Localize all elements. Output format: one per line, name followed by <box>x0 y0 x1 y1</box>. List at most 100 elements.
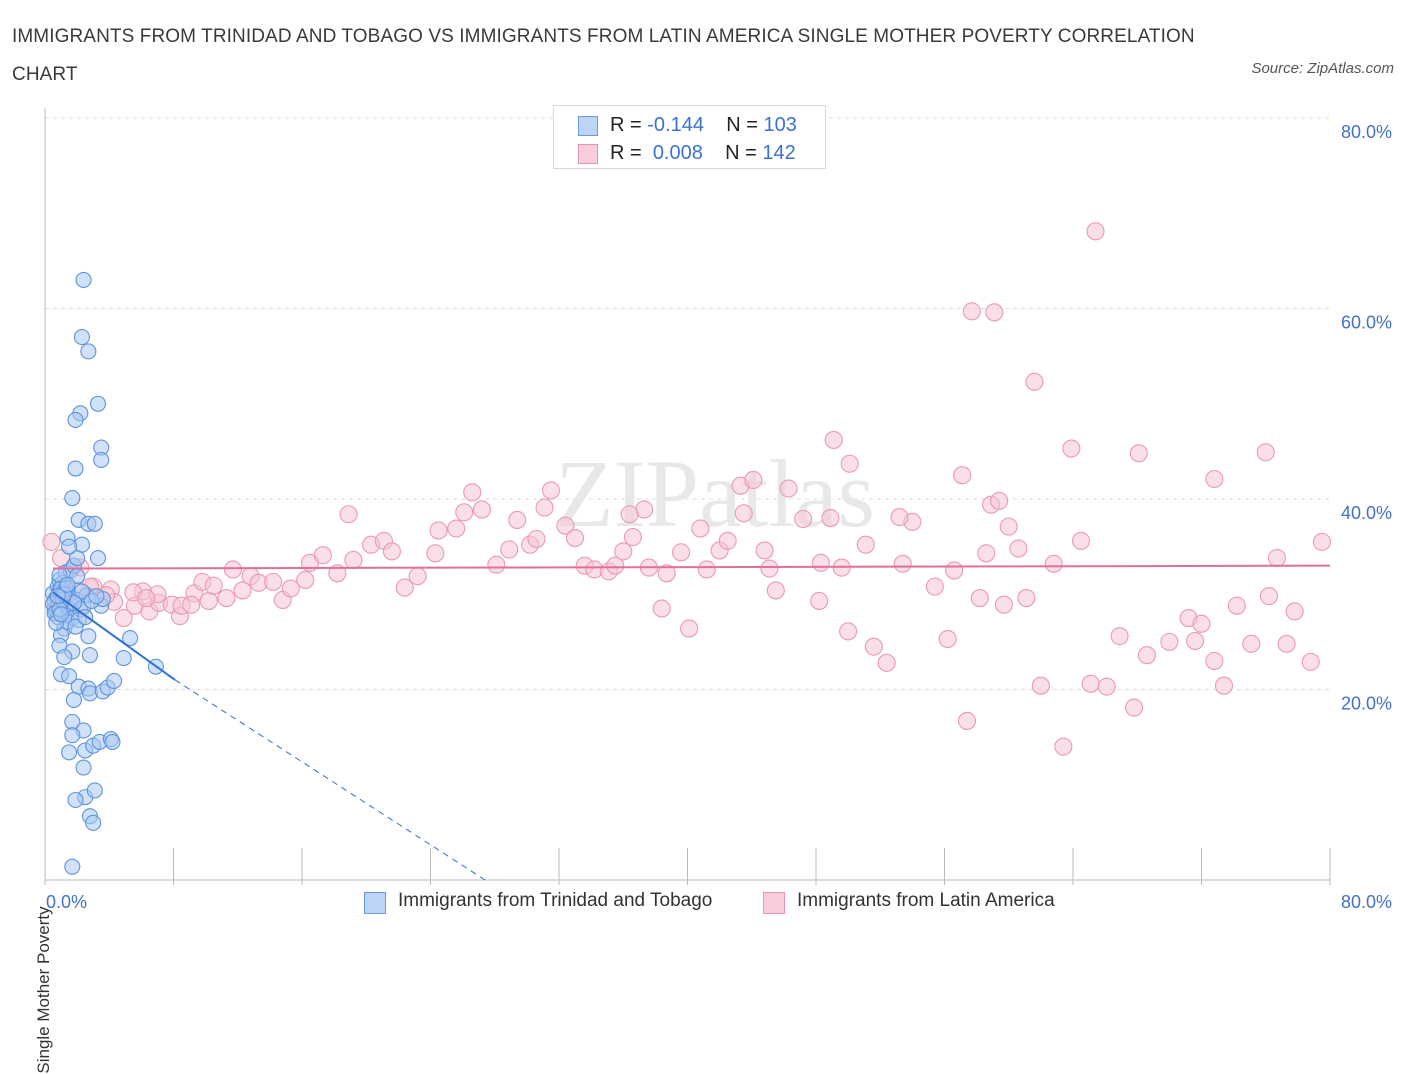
legend-r-value: -0.144 <box>647 114 704 136</box>
data-point-trinidad <box>80 343 97 360</box>
data-point-trinidad <box>81 647 99 664</box>
data-point-latin-america <box>313 546 332 565</box>
data-point-latin-america <box>1054 737 1073 756</box>
data-point-latin-america <box>1186 631 1205 650</box>
grid-lines <box>45 117 1330 690</box>
data-point-latin-america <box>811 553 830 572</box>
data-point-latin-america <box>1017 589 1036 608</box>
data-point-latin-america <box>840 454 859 473</box>
data-point-trinidad <box>104 733 121 750</box>
data-point-latin-america <box>447 519 466 538</box>
x-tick-label: 0.0% <box>46 892 87 912</box>
data-point-trinidad <box>122 630 139 647</box>
data-point-latin-america <box>824 430 843 449</box>
data-point-latin-america <box>1192 614 1211 633</box>
data-point-trinidad <box>65 691 82 709</box>
data-point-latin-america <box>1285 602 1304 621</box>
data-point-latin-america <box>339 505 358 524</box>
data-point-latin-america <box>680 619 699 638</box>
data-point-latin-america <box>1086 222 1105 241</box>
data-point-latin-america <box>890 508 909 527</box>
data-point-latin-america <box>527 529 546 549</box>
data-point-latin-america <box>455 503 474 522</box>
data-point-latin-america <box>281 579 300 598</box>
data-point-latin-america <box>990 491 1009 510</box>
data-point-trinidad <box>86 782 103 799</box>
data-point-latin-america <box>691 519 710 538</box>
data-point-trinidad <box>67 411 84 428</box>
data-point-latin-america <box>1137 646 1156 665</box>
legend-r-label: R = <box>610 114 642 136</box>
data-point-latin-america <box>1312 532 1332 551</box>
axes <box>44 108 1331 885</box>
data-point-trinidad <box>75 271 92 288</box>
data-point-latin-america <box>672 543 691 562</box>
data-point-trinidad <box>67 791 84 809</box>
data-point-latin-america <box>779 479 798 498</box>
correlation-legend: R = -0.144 N = 103 R = 0.008 N = 142 <box>553 105 826 169</box>
data-point-latin-america <box>864 637 883 656</box>
scatter-chart: ZIPatlas 20.0% 40.0% 60.0% 80.0% 0.0% 80.0% <box>42 108 1392 912</box>
data-point-latin-america <box>1129 444 1148 463</box>
data-point-trinidad <box>53 606 70 623</box>
data-point-latin-america <box>223 560 242 579</box>
data-point-trinidad <box>59 576 76 593</box>
data-point-trinidad <box>61 668 78 685</box>
data-point-trinidad <box>61 538 78 555</box>
y-tick-label: 40.0% <box>1341 503 1392 523</box>
tick-labels: 20.0% 40.0% 60.0% 80.0% 0.0% 80.0% <box>46 122 1392 912</box>
data-point-trinidad <box>67 618 84 635</box>
data-point-latin-america <box>1205 469 1224 489</box>
data-point-trinidad <box>64 727 81 744</box>
series-swatch-blue <box>364 892 386 914</box>
data-point-latin-america <box>541 481 561 500</box>
data-point-latin-america <box>744 470 763 490</box>
legend-r-label: R = <box>610 142 642 164</box>
data-point-latin-america <box>472 500 491 519</box>
data-point-latin-america <box>938 629 957 649</box>
data-point-trinidad <box>106 672 123 689</box>
legend-swatch-blue <box>578 116 598 136</box>
data-point-latin-america <box>487 555 506 574</box>
data-point-trinidad <box>56 649 73 666</box>
chart-source: Source: ZipAtlas.com <box>1251 60 1394 77</box>
data-point-latin-america <box>199 591 218 610</box>
data-point-latin-america <box>839 622 858 641</box>
data-point-latin-america <box>697 560 716 579</box>
data-point-latin-america <box>877 653 896 672</box>
data-point-latin-america <box>204 576 223 595</box>
data-point-latin-america <box>620 505 639 524</box>
data-point-latin-america <box>977 544 996 563</box>
data-point-latin-america <box>296 570 315 590</box>
data-point-trinidad <box>115 650 132 667</box>
data-point-latin-america <box>1081 674 1100 693</box>
data-point-latin-america <box>1205 651 1224 670</box>
data-point-latin-america <box>925 577 944 596</box>
data-point-trinidad <box>67 460 84 477</box>
data-point-trinidad <box>73 329 90 346</box>
data-point-trinidad <box>73 583 90 600</box>
data-point-latin-america <box>217 589 236 608</box>
data-point-latin-america <box>953 466 972 485</box>
data-point-latin-america <box>893 554 912 573</box>
data-point-latin-america <box>945 561 964 580</box>
data-point-latin-america <box>821 508 840 528</box>
data-point-latin-america <box>566 529 585 548</box>
data-point-latin-america <box>264 572 283 591</box>
data-point-latin-america <box>760 559 779 578</box>
data-point-latin-america <box>734 504 753 523</box>
data-point-latin-america <box>606 556 625 575</box>
data-point-trinidad <box>85 814 102 831</box>
chart-title: IMMIGRANTS FROM TRINIDAD AND TOBAGO VS I… <box>12 26 1195 85</box>
data-point-latin-america <box>1160 632 1179 651</box>
data-point-latin-america <box>1259 587 1279 606</box>
data-point-latin-america <box>535 498 554 517</box>
data-point-latin-america <box>657 564 676 583</box>
data-point-trinidad <box>64 858 81 875</box>
series-name: Immigrants from Trinidad and Tobago <box>398 890 713 911</box>
data-point-latin-america <box>429 521 448 540</box>
series-trinidad-points <box>44 271 164 875</box>
data-point-latin-america <box>766 581 785 600</box>
data-point-latin-america <box>500 540 519 559</box>
data-point-latin-america <box>1031 676 1050 695</box>
